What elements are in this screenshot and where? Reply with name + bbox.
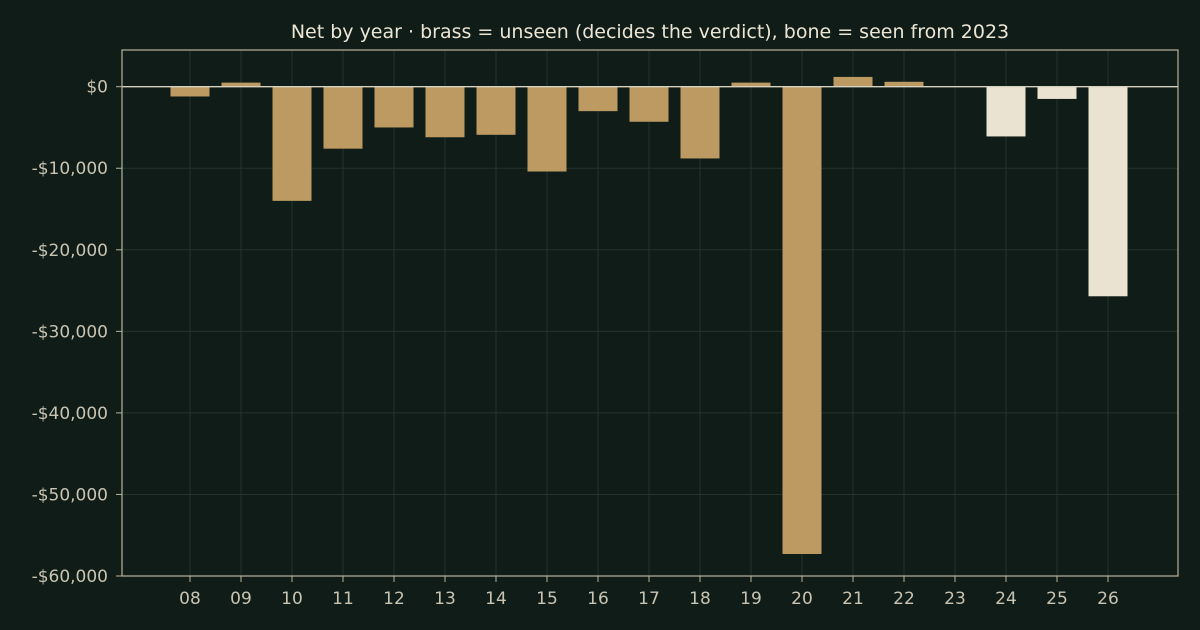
x-tick-label: 23 — [944, 589, 966, 609]
bar-22 — [884, 81, 924, 87]
x-axis: 08 09 10 11 12 13 14 15 16 17 18 19 20 21 22 23 24 25 26 — [179, 576, 1119, 609]
x-tick-label: 26 — [1097, 589, 1119, 609]
y-tick-label: -$50,000 — [32, 485, 108, 505]
x-tick-label: 08 — [179, 589, 201, 609]
bar-21 — [833, 76, 873, 87]
y-tick-label: -$10,000 — [32, 159, 108, 179]
bar-15 — [527, 86, 567, 172]
bar-13 — [425, 86, 465, 138]
bar-10 — [272, 86, 312, 201]
x-tick-label: 24 — [995, 589, 1017, 609]
bar-20 — [782, 86, 822, 554]
x-tick-label: 16 — [587, 589, 609, 609]
grid-lines — [122, 50, 1178, 577]
x-tick-label: 11 — [332, 589, 354, 609]
y-tick-label: -$60,000 — [32, 567, 108, 587]
x-tick-label: 19 — [740, 589, 762, 609]
bar-26 — [1088, 86, 1128, 297]
bar-19 — [731, 82, 771, 87]
y-tick-label: $0 — [86, 78, 108, 98]
bar-16 — [578, 86, 618, 112]
bar-17 — [629, 86, 669, 122]
y-tick-label: -$40,000 — [32, 404, 108, 424]
plot-frame — [121, 49, 1179, 577]
bar-14 — [476, 86, 516, 135]
chart-title: Net by year · brass = unseen (decides th… — [291, 21, 1009, 43]
x-tick-label: 13 — [434, 589, 456, 609]
bar-18 — [680, 86, 720, 159]
bar-09 — [221, 82, 261, 87]
x-tick-label: 17 — [638, 589, 660, 609]
x-tick-label: 22 — [893, 589, 915, 609]
y-tick-label: -$30,000 — [32, 322, 108, 342]
x-tick-label: 09 — [230, 589, 252, 609]
bar-24 — [986, 86, 1026, 137]
bars — [170, 76, 1128, 554]
bar-11 — [323, 86, 363, 149]
y-tick-label: -$20,000 — [32, 241, 108, 261]
y-axis: $0 -$10,000 -$20,000 -$30,000 -$40,000 -$50,0… — [32, 78, 122, 587]
bar-12 — [374, 86, 414, 128]
x-tick-label: 15 — [536, 589, 558, 609]
bar-08 — [170, 86, 210, 97]
x-tick-label: 10 — [281, 589, 303, 609]
bar-25 — [1037, 86, 1077, 99]
x-tick-label: 12 — [383, 589, 405, 609]
x-tick-label: 25 — [1046, 589, 1068, 609]
x-tick-label: 14 — [485, 589, 507, 609]
x-tick-label: 18 — [689, 589, 711, 609]
x-tick-label: 20 — [791, 589, 813, 609]
x-tick-label: 21 — [842, 589, 864, 609]
